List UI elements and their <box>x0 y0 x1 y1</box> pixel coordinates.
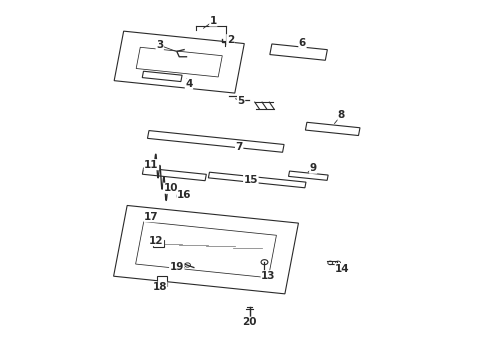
Polygon shape <box>208 172 306 188</box>
Polygon shape <box>142 71 182 82</box>
Text: 5: 5 <box>238 96 245 106</box>
Text: 8: 8 <box>338 110 345 120</box>
Text: 20: 20 <box>243 317 257 327</box>
Polygon shape <box>114 206 298 294</box>
Text: 14: 14 <box>335 264 350 274</box>
Polygon shape <box>143 168 206 181</box>
Text: 12: 12 <box>149 236 164 246</box>
Polygon shape <box>270 44 327 60</box>
Text: 17: 17 <box>144 212 159 222</box>
Text: 4: 4 <box>185 79 193 89</box>
Polygon shape <box>289 171 328 180</box>
Polygon shape <box>147 131 284 152</box>
Text: 9: 9 <box>310 163 317 173</box>
Text: 16: 16 <box>177 190 192 201</box>
Text: 1: 1 <box>210 16 217 26</box>
Text: 18: 18 <box>152 282 167 292</box>
Polygon shape <box>153 240 164 247</box>
Text: 15: 15 <box>244 175 258 185</box>
Text: 10: 10 <box>164 183 178 193</box>
Polygon shape <box>114 31 245 93</box>
Polygon shape <box>157 276 167 286</box>
Text: 11: 11 <box>144 159 159 170</box>
Text: 3: 3 <box>156 40 163 50</box>
Text: 2: 2 <box>227 35 234 45</box>
Text: 13: 13 <box>261 271 276 281</box>
Polygon shape <box>305 122 360 136</box>
Text: 6: 6 <box>299 38 306 48</box>
Polygon shape <box>150 215 159 225</box>
Text: 7: 7 <box>236 142 243 152</box>
Text: 19: 19 <box>170 262 184 272</box>
